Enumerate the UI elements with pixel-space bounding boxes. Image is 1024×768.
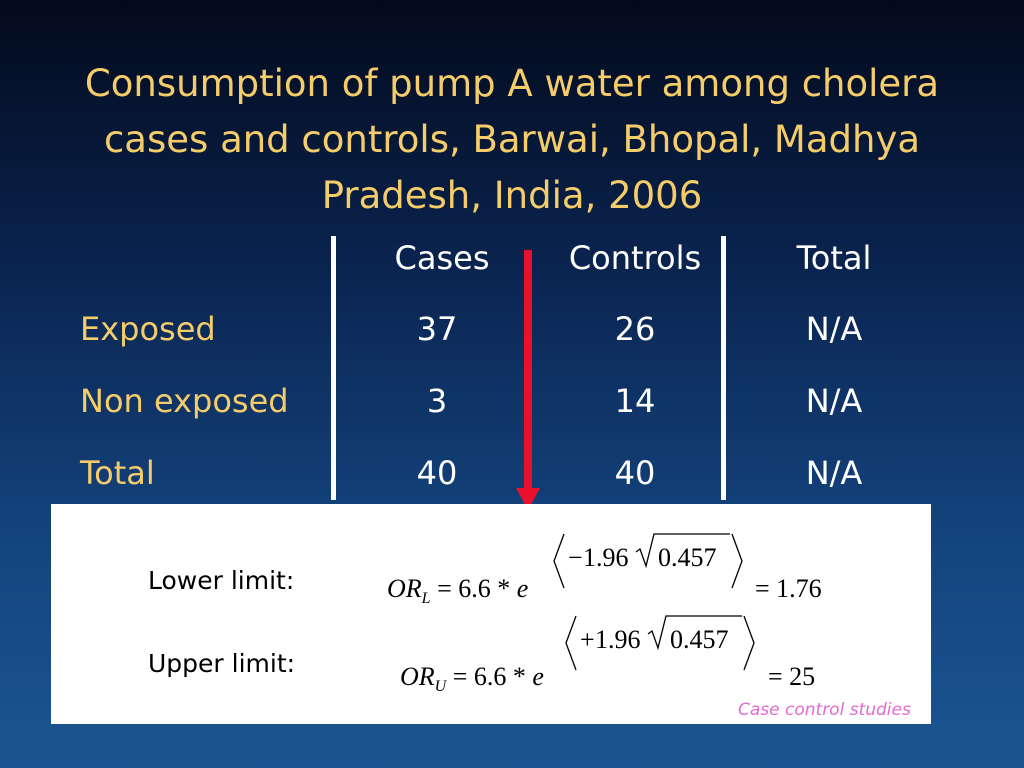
header-controls: Controls bbox=[568, 239, 702, 277]
upper-exponent-brackets: + 1.96 0.457 bbox=[565, 615, 755, 671]
cell-total-cases: 40 bbox=[416, 454, 458, 492]
or-subscript: L bbox=[421, 590, 431, 607]
cell-nonexposed-controls: 14 bbox=[614, 382, 656, 420]
upper-radicand: 0.457 bbox=[670, 625, 729, 654]
or-symbol: OR bbox=[387, 574, 422, 603]
or-base: = 6.6 * bbox=[452, 662, 533, 691]
lower-limit-equation: ORL = 6.6 * e bbox=[387, 574, 528, 608]
header-cases: Cases bbox=[394, 239, 490, 277]
e-symbol: e bbox=[532, 662, 544, 691]
cell-exposed-cases: 37 bbox=[416, 310, 458, 348]
slide-title: Consumption of pump A water among choler… bbox=[84, 62, 940, 217]
e-symbol: e bbox=[516, 574, 529, 603]
upper-limit-label: Upper limit: bbox=[148, 649, 296, 678]
upper-coef: 1.96 bbox=[595, 625, 641, 654]
or-symbol: OR bbox=[400, 662, 435, 691]
footnote: Case control studies bbox=[738, 700, 911, 720]
row-label-non-exposed: Non exposed bbox=[80, 382, 289, 420]
lower-sign: − bbox=[568, 543, 583, 572]
upper-limit-equation: ORU = 6.6 * e bbox=[400, 662, 544, 696]
row-label-exposed: Exposed bbox=[80, 310, 216, 348]
cell-nonexposed-cases: 3 bbox=[426, 382, 448, 420]
cell-total-total: N/A bbox=[805, 454, 863, 492]
confidence-interval-box bbox=[51, 504, 931, 724]
red-arrow-shaft bbox=[524, 250, 532, 492]
table-divider-left bbox=[331, 236, 336, 500]
cell-exposed-total: N/A bbox=[805, 310, 863, 348]
upper-sign: + bbox=[580, 625, 595, 654]
upper-exponent: + 1.96 0.457 bbox=[562, 614, 762, 676]
header-total: Total bbox=[796, 239, 872, 277]
lower-limit-result: = 1.76 bbox=[755, 574, 822, 603]
upper-limit-result: = 25 bbox=[768, 662, 816, 691]
or-subscript: U bbox=[434, 678, 447, 695]
row-label-total: Total bbox=[80, 454, 155, 492]
lower-exponent: − 1.96 0.457 bbox=[550, 532, 750, 594]
lower-radicand: 0.457 bbox=[658, 543, 717, 572]
table-divider-right bbox=[721, 236, 726, 500]
cell-total-controls: 40 bbox=[614, 454, 656, 492]
cell-nonexposed-total: N/A bbox=[805, 382, 863, 420]
lower-exponent-brackets: − 1.96 0.457 bbox=[553, 533, 743, 589]
or-base: = 6.6 * bbox=[437, 574, 517, 603]
lower-coef: 1.96 bbox=[583, 543, 629, 572]
cell-exposed-controls: 26 bbox=[614, 310, 656, 348]
lower-limit-label: Lower limit: bbox=[148, 566, 295, 595]
